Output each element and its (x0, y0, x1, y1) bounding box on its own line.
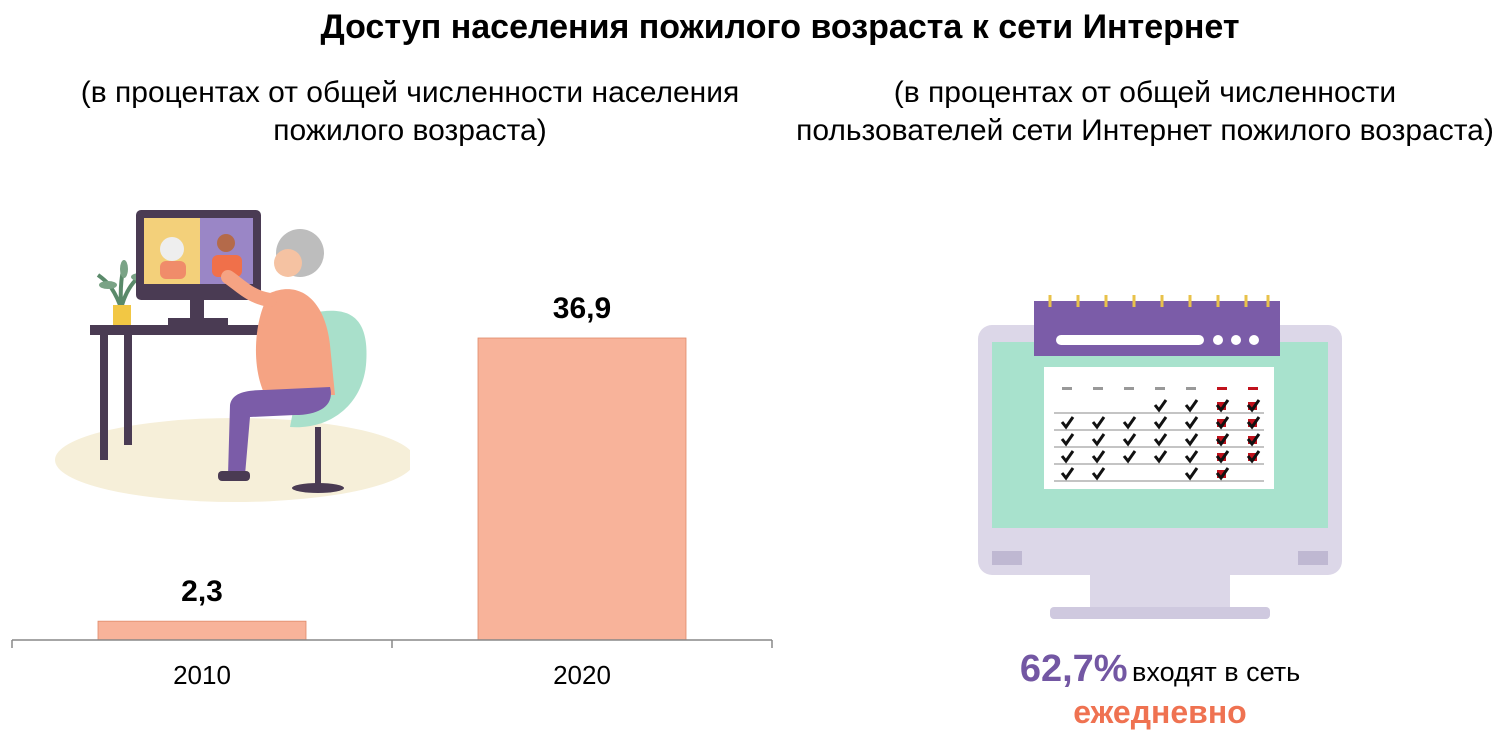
x-tick-label-2020: 2020 (553, 660, 611, 690)
bar-chart: 2,3 36,9 2010 2020 (11, 292, 773, 690)
stat-text: входят в сеть (1132, 657, 1301, 687)
value-label-2020: 36,9 (553, 292, 611, 325)
bar-2020 (477, 337, 687, 641)
bar-2010 (97, 620, 307, 641)
bars-group (97, 337, 687, 641)
value-labels-group: 2,3 36,9 (181, 292, 611, 608)
daily-usage-stat: 62,7% входят в сеть (960, 648, 1360, 691)
elderly-woman-video-call-icon (55, 210, 410, 502)
x-tick-labels-group: 2010 2020 (173, 660, 611, 690)
subtitle-left: (в процентах от общей численности населе… (80, 76, 740, 147)
subtitle-right: (в процентах от общей численности пользо… (796, 76, 1493, 147)
stat-percent: 62,7% (1019, 648, 1128, 690)
page-title: Доступ населения пожилого возраста к сет… (320, 8, 1240, 46)
calendar-monitor-icon (978, 295, 1342, 619)
x-tick-label-2010: 2010 (173, 660, 231, 690)
value-label-2010: 2,3 (181, 575, 223, 608)
stat-emphasis: ежедневно (1073, 694, 1247, 730)
